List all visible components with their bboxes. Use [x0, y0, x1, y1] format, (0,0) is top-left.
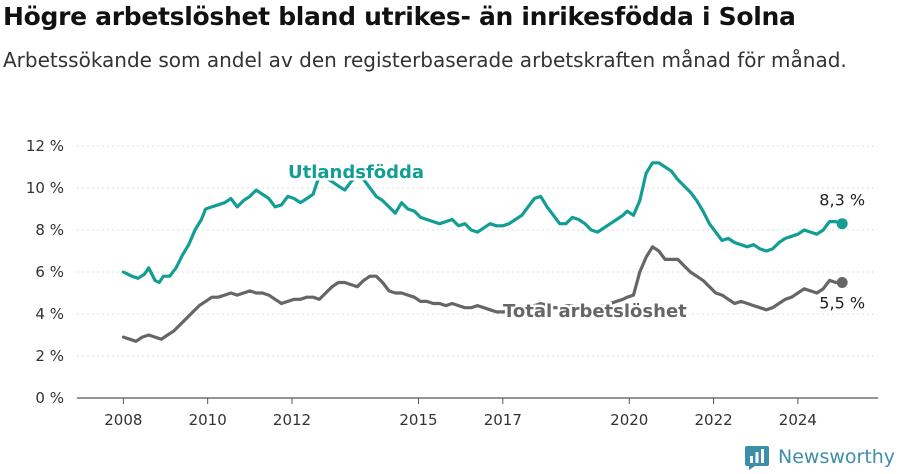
y-tick-label: 2 %: [35, 347, 64, 365]
y-tick-label: 0 %: [35, 389, 64, 407]
newsworthy-logo: Newsworthy: [744, 444, 895, 470]
series-name-label: Total arbetslöshet: [503, 301, 687, 322]
end-value-label: 5,5 %: [819, 294, 865, 313]
chart-title: Högre arbetslöshet bland utrikes- än inr…: [3, 2, 796, 31]
chart-subtitle: Arbetssökande som andel av den registerb…: [3, 48, 847, 72]
y-tick-label: 4 %: [35, 305, 64, 323]
y-tick-label: 8 %: [35, 221, 64, 239]
x-tick-label: 2015: [399, 411, 437, 429]
end-marker: [836, 218, 848, 230]
newsworthy-logo-icon: [745, 446, 769, 470]
series-labels: 8,3 % 5,5 % Utlandsfödda Total arbetslöshet: [286, 160, 866, 325]
x-tick-label: 2017: [484, 411, 522, 429]
y-tick-label: 12 %: [26, 137, 64, 155]
series-line: [121, 245, 844, 343]
x-tick-label: 2010: [189, 411, 227, 429]
gridlines: [77, 145, 878, 357]
y-tick-label: 6 %: [35, 263, 64, 281]
x-tick-label: 2020: [610, 411, 648, 429]
x-tick-label: 2012: [273, 411, 311, 429]
y-axis-tick-labels: 0 % 2 % 4 % 6 % 8 % 10 % 12 %: [26, 137, 64, 407]
y-tick-label: 10 %: [26, 179, 64, 197]
series-lines: [121, 161, 848, 343]
brand-name: Newsworthy: [778, 446, 896, 468]
end-marker: [836, 277, 848, 288]
end-value-label: 8,3 %: [819, 191, 865, 210]
x-tick-label: 2024: [779, 411, 817, 429]
series-line: [121, 161, 844, 285]
x-axis: 2008 2010 2012 2015 2017 2020 2022 2024: [77, 397, 878, 429]
x-tick-label: 2022: [694, 411, 732, 429]
series-name-label: Utlandsfödda: [288, 162, 424, 183]
x-tick-label: 2008: [104, 411, 142, 429]
